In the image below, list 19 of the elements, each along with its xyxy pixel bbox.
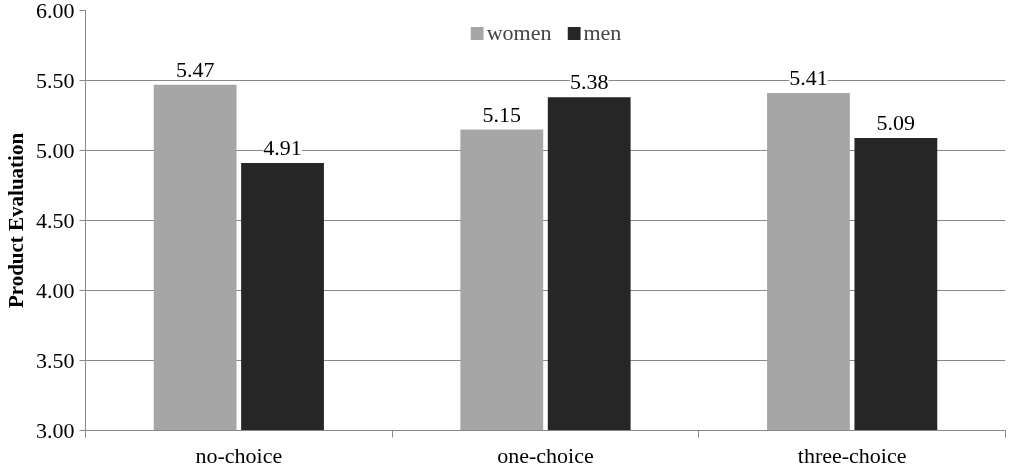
x-tick-label: no-choice <box>195 442 283 468</box>
x-tick-label: one-choice <box>497 442 594 468</box>
data-label: 5.15 <box>482 101 522 127</box>
y-axis-title: Product Evaluation <box>4 132 28 309</box>
data-label: 5.09 <box>876 109 916 135</box>
data-label: 5.38 <box>569 69 609 95</box>
y-tick-label: 5.50 <box>36 67 75 93</box>
legend-label: men <box>583 20 622 46</box>
data-label: 4.91 <box>263 135 302 161</box>
y-tick-label: 4.50 <box>36 207 75 233</box>
y-tick-label: 5.00 <box>36 137 75 163</box>
y-tick-label: 3.50 <box>36 347 75 373</box>
y-tick-label: 3.00 <box>36 417 75 443</box>
legend-label: women <box>486 20 552 46</box>
y-tick-label: 4.00 <box>36 277 75 303</box>
data-label: 5.47 <box>175 56 215 82</box>
y-tick-label: 6.00 <box>36 0 75 23</box>
x-tick-label: three-choice <box>797 442 907 468</box>
data-label: 5.41 <box>789 65 828 91</box>
